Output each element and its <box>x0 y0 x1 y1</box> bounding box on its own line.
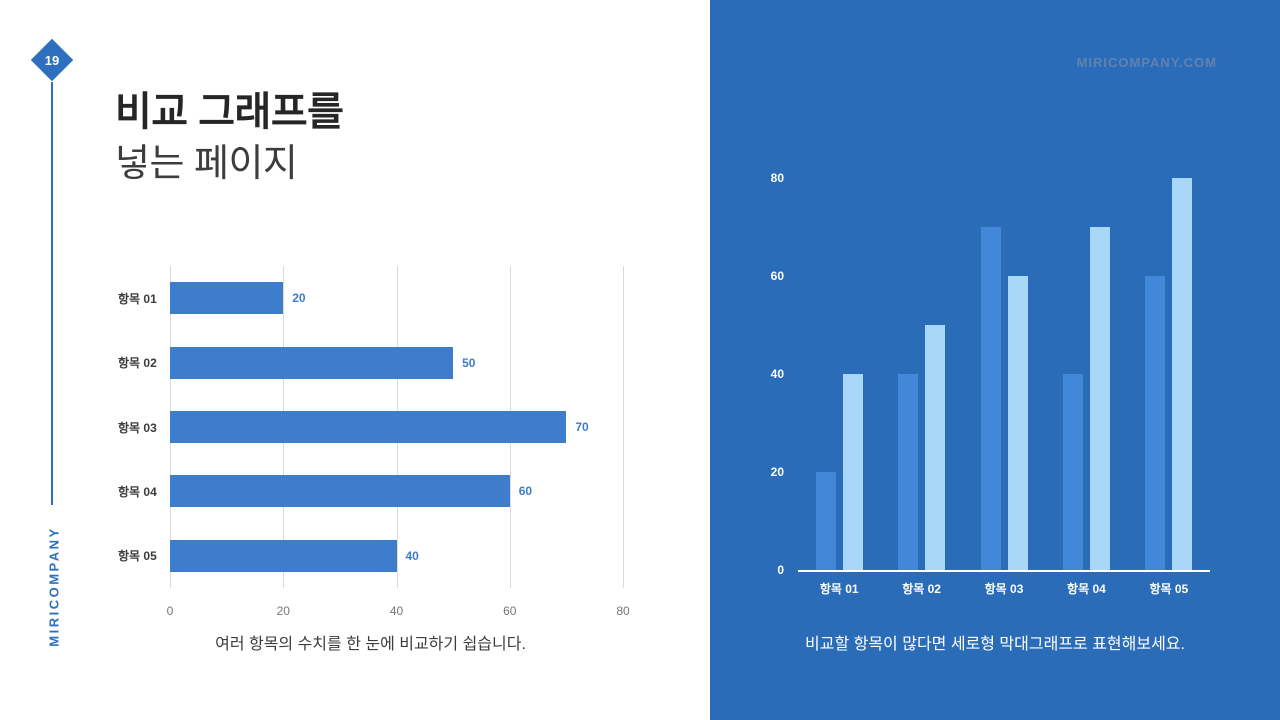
bar <box>842 374 863 570</box>
value-label: 60 <box>518 484 533 499</box>
value-label: 70 <box>575 420 589 435</box>
y-axis-tick-label: 0 <box>777 563 784 577</box>
category-label: 항목 01 <box>118 291 157 306</box>
bar <box>815 472 836 570</box>
category-label: 항목 04 <box>1067 582 1106 596</box>
category-label: 항목 05 <box>1149 582 1189 596</box>
bar <box>1145 276 1166 570</box>
gridline <box>623 266 624 588</box>
bar-group <box>963 178 1045 570</box>
bar-group <box>1045 178 1127 570</box>
bar-rows: 항목 01 20 항목 02 50 항목 03 70 항목 04 60 항목 05 40 <box>118 266 623 588</box>
website-label: MIRICOMPANY.COM <box>1076 55 1217 70</box>
slide-title: 비교 그래프를 넣는 페이지 <box>115 86 344 189</box>
category-label: 항목 05 <box>118 549 157 564</box>
category-label: 항목 02 <box>118 356 157 371</box>
left-chart-caption: 여러 항목의 수치를 한 눈에 비교하기 쉽습니다. <box>215 636 526 653</box>
x-axis-labels: 0 20 40 60 80 <box>166 596 630 618</box>
value-label: 20 <box>292 291 306 306</box>
y-axis-tick-label: 80 <box>770 171 784 185</box>
page-number-badge: 19 <box>30 38 74 82</box>
category-label: 항목 03 <box>984 582 1024 596</box>
y-axis-tick-label: 20 <box>770 465 784 479</box>
y-axis-tick-label: 40 <box>770 367 784 381</box>
bar-track: 60 <box>170 459 623 523</box>
bar <box>170 346 454 379</box>
bar <box>170 475 510 508</box>
bar <box>980 227 1001 570</box>
bar-track: 40 <box>170 524 623 588</box>
bar <box>1062 374 1083 570</box>
value-label: 50 <box>462 355 476 370</box>
category-label: 항목 02 <box>902 582 941 596</box>
title-line-1: 비교 그래프를 <box>115 90 344 134</box>
value-label: 40 <box>405 548 419 563</box>
axis-tick-label: 80 <box>616 604 630 618</box>
right-panel: MIRICOMPANY.COM 0 20 40 60 80 항목 01 항목 02 항목 03… <box>710 0 1280 720</box>
bar <box>1007 276 1028 570</box>
bar <box>898 374 919 570</box>
left-panel: 19 MIRICOMPANY 비교 그래프를 넣는 페이지 항목 01 20 항목 … <box>30 38 630 653</box>
bar <box>1172 178 1193 570</box>
bar-row: 항목 03 70 <box>118 395 623 459</box>
bar-track: 70 <box>170 395 623 459</box>
category-labels: 항목 01 항목 02 항목 03 항목 04 항목 05 <box>798 580 1210 597</box>
page-number: 19 <box>44 52 60 68</box>
bar-group <box>880 178 962 570</box>
title-line-2: 넣는 페이지 <box>115 142 298 185</box>
category-label: 항목 01 <box>819 582 859 596</box>
bar-row: 항목 05 40 <box>118 524 623 588</box>
axis-tick-label: 40 <box>389 604 404 618</box>
bar <box>170 282 284 315</box>
bar <box>170 539 397 572</box>
bar <box>925 325 946 570</box>
axis-tick-label: 20 <box>276 604 290 618</box>
bar-row: 항목 02 50 <box>118 330 623 394</box>
category-label: 항목 04 <box>118 484 157 499</box>
bar-track: 20 <box>170 266 623 330</box>
bar <box>1089 227 1110 570</box>
axis-tick-label: 60 <box>503 604 517 618</box>
y-axis-tick-label: 60 <box>770 269 784 283</box>
category-label: 항목 03 <box>118 420 157 435</box>
horizontal-bar-chart: 항목 01 20 항목 02 50 항목 03 70 항목 04 60 항목 05 40 0 20 40… <box>118 266 630 618</box>
axis-tick-label: 0 <box>166 604 174 618</box>
right-chart-caption: 비교할 항목이 많다면 세로형 막대그래프로 표현해보세요. <box>805 636 1185 653</box>
bar-groups <box>798 178 1210 570</box>
brand-vertical-label: MIRICOMPANY <box>46 526 62 647</box>
bar-row: 항목 01 20 <box>118 266 623 330</box>
divider-line <box>51 82 53 505</box>
bar-group <box>1128 178 1210 570</box>
bar-group <box>798 178 880 570</box>
vertical-bar-chart: 0 20 40 60 80 항목 01 항목 02 항목 03 항목 04 항목 05 <box>771 171 1210 596</box>
bar <box>170 411 567 444</box>
bar-row: 항목 04 60 <box>118 459 623 523</box>
bar-track: 50 <box>170 330 623 394</box>
